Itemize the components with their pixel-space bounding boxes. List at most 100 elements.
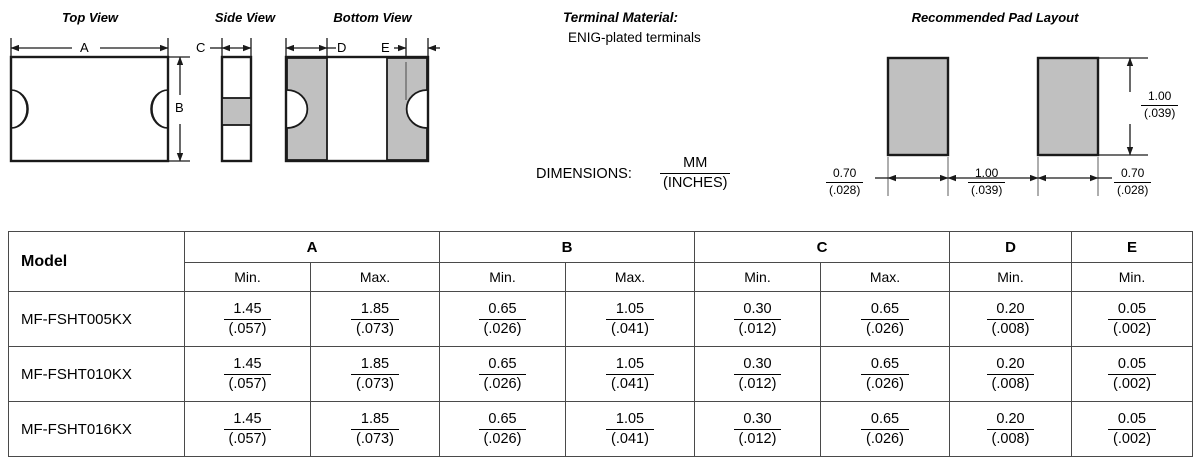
dimension-mm: 1.45	[223, 301, 272, 320]
dim-label-a: A	[80, 40, 89, 55]
pad-layout-drawing	[875, 56, 1148, 196]
dimensions-unit-denominator: (INCHES)	[663, 174, 728, 191]
dimension-in: (.073)	[356, 320, 394, 337]
bottom-view-drawing	[284, 38, 440, 163]
pad-gap-mm: 1.00	[968, 166, 1006, 183]
dimension-in: (.041)	[611, 320, 649, 337]
table-cell-dimension: 0.65 (.026)	[439, 291, 566, 347]
dimension-in: (.073)	[356, 430, 394, 447]
table-cell-dimension: 1.85 (.073)	[310, 346, 440, 402]
package-drawings	[9, 38, 1148, 196]
dimension-fraction: 0.20 (.008)	[986, 356, 1035, 392]
table-cell-model: MF-FSHT005KX	[8, 291, 185, 347]
dim-label-d: D	[337, 40, 347, 55]
table-cell-dimension: 1.05 (.041)	[565, 291, 695, 347]
dimension-in: (.041)	[611, 430, 649, 447]
pad-height-mm: 1.00	[1141, 89, 1179, 106]
table-group-b: B	[439, 231, 695, 263]
dimension-in: (.008)	[991, 320, 1030, 337]
dimension-fraction: 1.85 (.073)	[351, 356, 399, 392]
dimension-mm: 0.05	[1108, 356, 1156, 375]
dimension-mm: 0.30	[733, 411, 782, 430]
table-cell-dimension: 0.65 (.026)	[439, 401, 566, 457]
dimension-mm: 1.85	[351, 411, 399, 430]
table-header-row-groups: Model A B C D E	[8, 231, 1193, 292]
dimension-fraction: 0.30 (.012)	[733, 356, 782, 392]
table-cell-dimension: 1.45 (.057)	[184, 291, 311, 347]
dimension-fraction: 1.05 (.041)	[606, 356, 654, 392]
dimension-fraction: 0.05 (.002)	[1108, 301, 1156, 337]
dimension-mm: 1.85	[351, 301, 399, 320]
dimension-in: (.012)	[738, 320, 777, 337]
dimension-in: (.026)	[483, 430, 522, 447]
dimension-fraction: 0.05 (.002)	[1108, 411, 1156, 447]
dimensions-unit-fraction: MM (INCHES)	[660, 155, 731, 191]
dimension-mm: 0.05	[1108, 301, 1156, 320]
table-group-c: C	[694, 231, 950, 263]
pad-height-dimension: 1.00 (.039)	[1141, 89, 1179, 121]
dimension-in: (.002)	[1113, 375, 1151, 392]
dimension-fraction: 0.65 (.026)	[478, 301, 527, 337]
dimension-mm: 1.05	[606, 356, 654, 375]
table-group-e: E	[1071, 231, 1193, 263]
dimension-mm: 1.05	[606, 411, 654, 430]
dimension-in: (.057)	[228, 375, 267, 392]
dimension-fraction: 0.05 (.002)	[1108, 356, 1156, 392]
dimension-fraction: 0.65 (.026)	[861, 411, 909, 447]
pad-left-width-in: (.028)	[829, 182, 861, 197]
dimensions-unit-numerator: MM	[660, 155, 731, 174]
pad-left-width-mm: 0.70	[826, 166, 864, 183]
pad-gap-dimension: 1.00 (.039)	[968, 166, 1006, 198]
dim-label-e: E	[381, 40, 390, 55]
table-sub-a-max: Max.	[310, 262, 440, 292]
dimension-in: (.008)	[991, 375, 1030, 392]
table-cell-dimension: 0.65 (.026)	[439, 346, 566, 402]
dimension-fraction: 1.85 (.073)	[351, 411, 399, 447]
dimension-in: (.073)	[356, 375, 394, 392]
table-sub-d-min: Min.	[949, 262, 1072, 292]
top-view-drawing	[9, 38, 190, 163]
table-row: MF-FSHT005KX 1.45 (.057) 1.85 (.073) 0.65 (.02…	[8, 291, 1193, 347]
table-header-row-subs: Min. Max. Min. Max. Min. Max. Min. Min.	[9, 262, 1193, 292]
table-cell-dimension: 1.45 (.057)	[184, 346, 311, 402]
dimension-mm: 0.65	[478, 356, 527, 375]
dimension-mm: 0.20	[986, 411, 1035, 430]
side-view-drawing	[210, 38, 253, 163]
table-cell-dimension: 0.65 (.026)	[820, 346, 950, 402]
dimension-in: (.057)	[228, 430, 267, 447]
table-cell-dimension: 0.20 (.008)	[949, 291, 1072, 347]
dimension-in: (.026)	[483, 320, 522, 337]
table-cell-dimension: 0.30 (.012)	[694, 401, 821, 457]
table-cell-dimension: 1.05 (.041)	[565, 401, 695, 457]
table-sub-b-max: Max.	[565, 262, 695, 292]
table-cell-dimension: 0.05 (.002)	[1071, 291, 1193, 347]
dimension-mm: 0.20	[986, 356, 1035, 375]
table-cell-dimension: 0.30 (.012)	[694, 291, 821, 347]
dimension-mm: 0.05	[1108, 411, 1156, 430]
dimension-in: (.026)	[866, 375, 904, 392]
table-cell-dimension: 1.85 (.073)	[310, 401, 440, 457]
dimension-fraction: 0.30 (.012)	[733, 411, 782, 447]
bottom-view-title: Bottom View	[333, 10, 412, 25]
table-group-a: A	[184, 231, 440, 263]
dimension-mm: 0.65	[861, 411, 909, 430]
dimension-fraction: 1.45 (.057)	[223, 356, 272, 392]
table-sub-a-min: Min.	[184, 262, 311, 292]
dimension-fraction: 1.05 (.041)	[606, 411, 654, 447]
dimension-mm: 1.45	[223, 356, 272, 375]
dimension-mm: 0.30	[733, 301, 782, 320]
table-cell-model: MF-FSHT016KX	[8, 401, 185, 457]
dimension-fraction: 1.45 (.057)	[223, 301, 272, 337]
table-cell-dimension: 0.65 (.026)	[820, 401, 950, 457]
table-cell-dimension: 0.05 (.002)	[1071, 346, 1193, 402]
dimension-in: (.026)	[866, 430, 904, 447]
pad-height-in: (.039)	[1144, 105, 1176, 120]
table-cell-dimension: 1.05 (.041)	[565, 346, 695, 402]
table-cell-model: MF-FSHT010KX	[8, 346, 185, 402]
dimension-in: (.012)	[738, 375, 777, 392]
pad-right-width-dimension: 0.70 (.028)	[1114, 166, 1152, 198]
dimension-fraction: 0.65 (.026)	[478, 356, 527, 392]
dim-label-b: B	[175, 100, 184, 115]
side-view-title: Side View	[214, 10, 276, 25]
table-row: MF-FSHT010KX 1.45 (.057) 1.85 (.073) 0.65 (.02…	[8, 346, 1193, 402]
